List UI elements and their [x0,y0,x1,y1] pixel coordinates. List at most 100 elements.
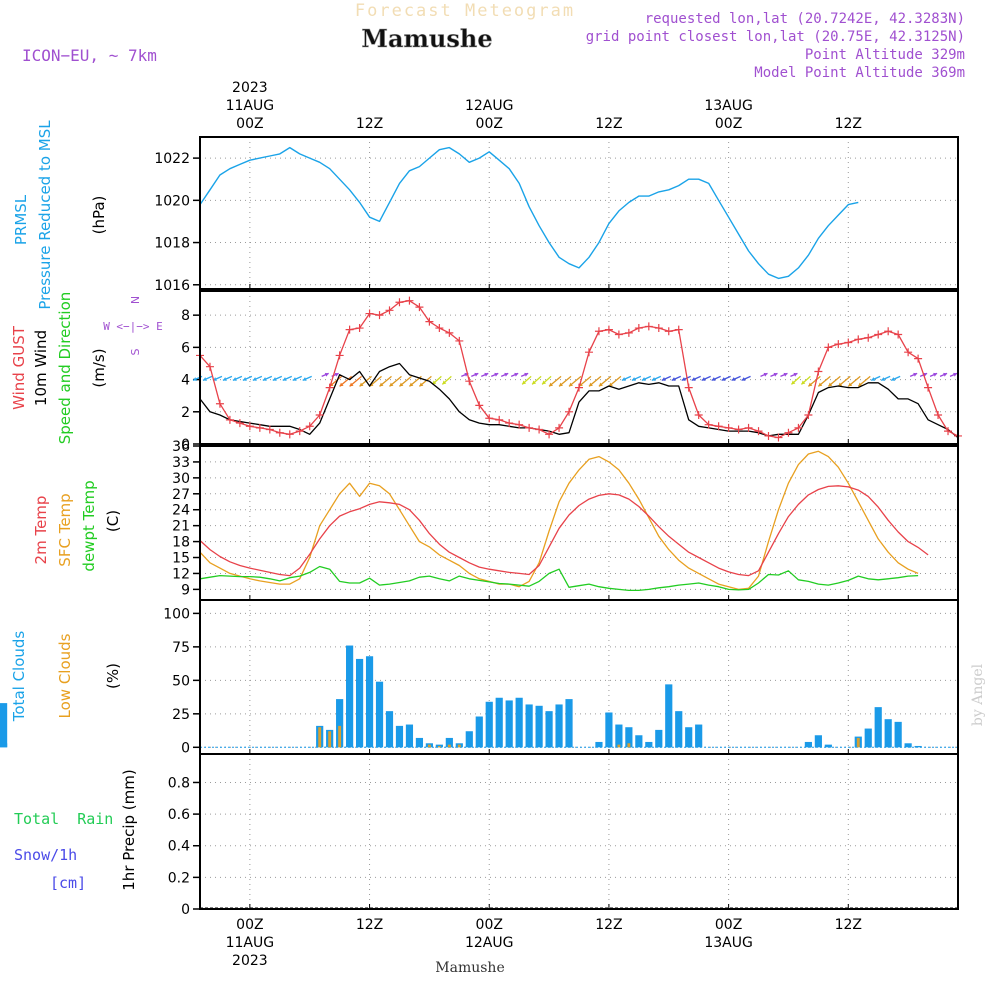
gust-marker [884,327,893,336]
total-cloud-bar [894,721,902,748]
gust-marker [754,427,763,436]
y-tick-label: 25 [172,707,190,723]
wind-arrow-head [349,382,354,387]
time-axis-label: 00Z [476,917,503,933]
gust-marker [445,328,454,337]
total-cloud-bar [645,741,653,748]
gust-marker [295,427,304,436]
y-tick-label: 0.2 [168,870,190,886]
y-tick-label: 50 [172,673,190,689]
gust-marker [255,423,264,432]
pressure-line [199,146,859,280]
prmsl-label: PRMSL [12,194,30,245]
gust-marker [864,333,873,342]
y-tick-label: 1018 [154,236,190,252]
gust-marker [684,383,693,392]
wind-arrow-head [661,377,666,381]
panel-frame [199,599,959,755]
y-tick-label: 4 [181,373,190,389]
total-cloud-bar [685,727,693,748]
wind-arrow-head [681,377,686,381]
wind-panel: 0 2 4 6 8 [181,290,962,453]
wind-arrow-head [881,377,886,381]
gust-marker [245,422,254,431]
time-axis-label: 11AUG [226,935,275,951]
total-rain-label: Total Rain [14,810,113,828]
gust-marker [325,383,334,392]
total-cloud-bar [535,705,543,748]
gust-marker [225,415,234,424]
total-cloud-bar [415,737,424,748]
total-cloud-bar [695,724,703,748]
total-cloud-bar [914,745,922,748]
wind-arrow-head [828,382,833,387]
wind-arrow-head [773,372,778,377]
wind-arrow-head [524,372,529,377]
y-tick-label: 2 [181,405,190,421]
low-cloud-bar [427,744,431,748]
low-cloud-bar [447,744,451,748]
y-tick-label: 18 [172,535,190,551]
gust-marker [205,362,214,371]
gust-marker [604,325,613,334]
snow-label: Snow/1h [14,846,77,864]
footer-location: Mamushe [435,960,504,976]
y-tick-label: 1020 [154,193,190,209]
wind-arrow-head [514,372,519,377]
y-tick-label: 6 [181,340,190,356]
low-cloud-bar [627,743,631,748]
wind-unit-label: (m/s) [90,348,108,387]
pressure-msl-label: Pressure Reduced to MSL [36,120,54,310]
gust-marker [375,311,384,320]
gust-marker [654,324,663,333]
wind-arrow-head [858,382,863,387]
total-cloud-bar [385,711,394,748]
wind-arrow-head [933,372,938,377]
gust-marker [744,423,753,432]
total-cloud-bar [336,699,344,748]
total-cloud-bar [365,656,374,748]
wind-arrow-head [494,372,499,377]
gust-marker [914,354,923,363]
gust-marker [485,414,494,423]
wind-arrow-head [731,377,736,381]
gust-marker [495,415,504,424]
gust-marker [944,427,953,436]
wind-arrow-head [522,380,527,385]
total-cloud-bar [445,737,453,748]
wind-arrow-head [763,372,768,377]
gust-marker [475,401,484,410]
time-axis-label: 11AUG [226,98,275,114]
y-tick-label: 21 [172,519,190,535]
wind-arrow-head [701,377,706,381]
total-cloud-bar [475,716,483,748]
wind-speed-dir-label: Speed and Direction [56,292,74,445]
temp2m-label: 2m Temp [32,496,50,565]
dewpt-line [199,565,919,592]
low-cloud-bar [328,731,332,748]
wind-arrow-head [359,382,364,387]
total-cloud-bar [495,697,503,748]
gust-marker [814,367,823,376]
wind-arrow-head [838,382,843,387]
y-tick-label: 1022 [154,151,190,167]
y-tick-label: 0.6 [168,807,190,823]
wind-arrow-head [741,377,746,381]
wind-arrow-head [193,377,197,381]
total-cloud-bar [904,743,912,748]
wind-arrow-head [432,380,437,385]
wind-arrow-head [608,382,613,387]
total-cloud-bar [0,703,8,748]
snow-unit-label: [cm] [50,874,86,892]
gust-marker [335,351,344,360]
total-cloud-bar [635,735,643,748]
wind-arrow-head [651,377,656,381]
total-cloud-bar [545,711,553,748]
gust-marker [285,430,294,439]
gust-marker [584,348,593,357]
model-point-altitude: Model Point Altitude 369m [754,65,965,81]
total-cloud-bar [655,729,663,748]
total-cloud-bar [665,684,673,748]
total-cloud-bar [515,697,523,748]
